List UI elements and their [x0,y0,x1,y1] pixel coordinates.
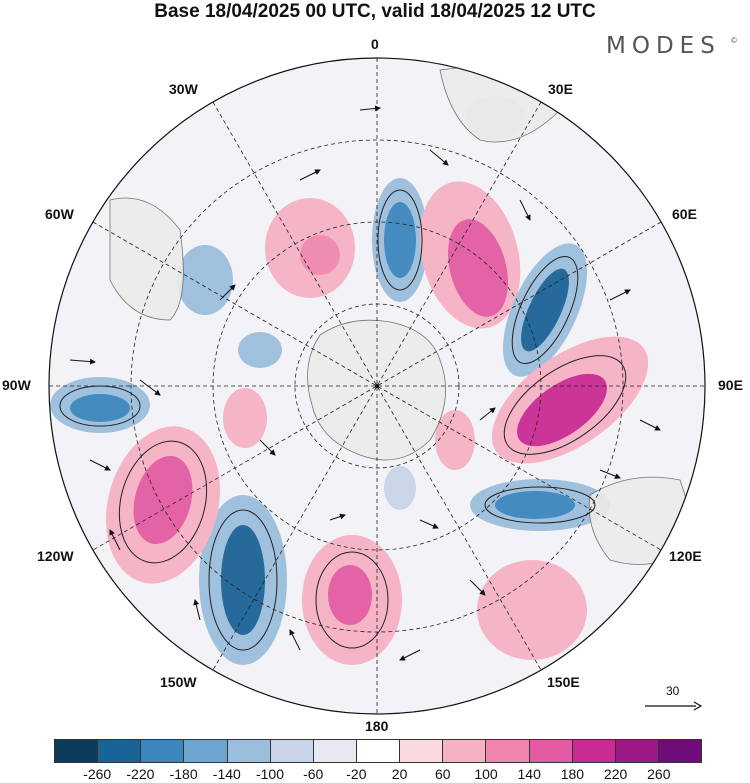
reference-vector-arrow [645,701,702,711]
anomaly-blob [221,525,265,635]
lon-label-0: 0 [371,36,379,52]
colorbar-ticks: -260 -220 -180 -140 -100 -60 -20 20 60 100 140 180 2… [54,766,702,782]
colorbar-segment [529,740,573,762]
colorbar-tick-label: -20 [346,766,367,782]
lon-label-120w: 120W [37,548,74,564]
colorbar [54,739,702,763]
anomaly-blob [223,388,267,448]
colorbar-tick-label: -180 [169,766,198,782]
lon-label-60w: 60W [45,206,74,222]
copyright-mark: © [731,36,737,45]
south-america [109,197,184,321]
lon-label-90e: 90E [718,377,743,393]
graticule [49,58,705,714]
colorbar-tick-label: -260 [83,766,112,782]
lon-label-30w: 30W [169,81,198,97]
colorbar-segment [572,740,616,762]
lon-label-150w: 150W [160,674,197,690]
south-pole-marker [375,384,379,388]
colorbar-tick-label: -220 [126,766,155,782]
lon-label-150e: 150E [547,674,580,690]
anomaly-field [50,96,649,665]
anomaly-blob [133,455,193,545]
anomaly-blob [177,245,233,315]
lon-label-90w: 90W [2,377,31,393]
anomaly-blob [300,235,340,275]
colorbar-segment [313,740,357,762]
anomaly-blob [477,560,587,660]
anomaly-blob [435,410,475,470]
colorbar-segment [270,740,314,762]
colorbar-tick-label: 260 [647,766,671,782]
colorbar-tick-label: 20 [391,766,408,782]
anomaly-blob [328,565,372,625]
colorbar-segment [486,740,530,762]
colorbar-segment [615,740,659,762]
lon-label-30e: 30E [548,81,573,97]
anomaly-blob [70,394,130,422]
colorbar-segment [184,740,228,762]
colorbar-segment [227,740,271,762]
map-title: Base 18/04/2025 00 UTC, valid 18/04/2025… [154,1,596,22]
lon-label-60e: 60E [672,206,697,222]
anomaly-blob [495,491,575,519]
colorbar-segment [356,740,401,762]
anomaly-blob [238,332,282,368]
wind-vectors [69,105,661,661]
colorbar-segment [55,740,99,762]
colorbar-tick-label: -100 [255,766,285,782]
antarctica [307,319,446,461]
polar-map [48,57,706,715]
anomaly-blob [384,466,416,510]
colorbar-segment [98,740,142,762]
reference-vector-label: 30 [666,684,680,698]
colorbar-tick-label: 100 [474,766,498,782]
map-boundary [48,57,706,715]
contours [59,189,627,651]
anomaly-blob [448,219,508,317]
lon-label-180: 180 [365,718,389,734]
colorbar-segment [443,740,487,762]
colorbar-segment [141,740,185,762]
anomaly-blob [517,373,607,447]
colorbar-tick-label: 220 [603,766,628,782]
anomaly-blob [521,268,569,352]
colorbar-segment [658,740,702,762]
colorbar-tick-label: 180 [560,766,585,782]
anomaly-blob [384,202,416,278]
lon-label-120e: 120E [669,548,702,564]
colorbar-tick-label: -60 [303,766,324,782]
colorbar-tick-label: 140 [517,766,541,782]
colorbar-segment [400,740,444,762]
colorbar-tick-label: 60 [435,766,451,782]
modes-logo: MODES [606,33,721,59]
colorbar-tick-label: -140 [212,766,241,782]
